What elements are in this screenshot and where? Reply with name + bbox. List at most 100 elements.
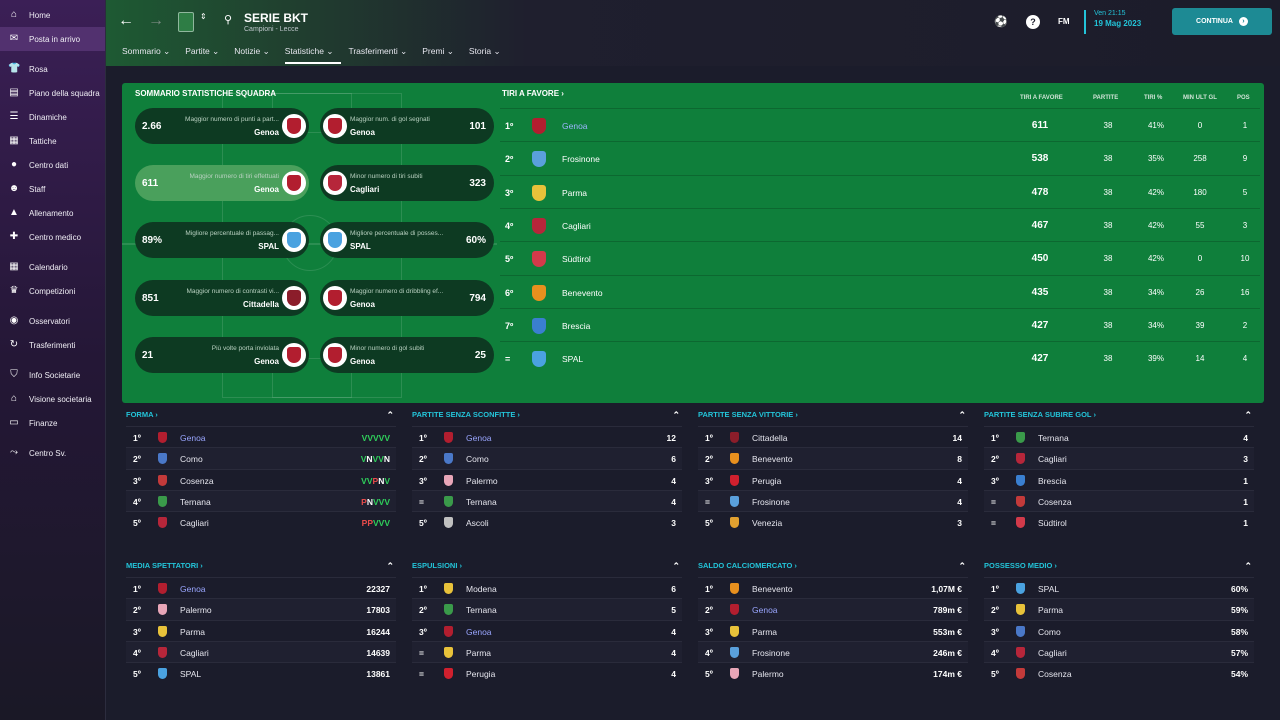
panel-row[interactable]: 3º Parma 16244	[126, 619, 396, 641]
panel-title[interactable]: PARTITE SENZA VITTORIE ›	[698, 410, 798, 419]
tiri-row[interactable]: = SPAL 427 38 39% 14 4	[500, 341, 1260, 374]
panel-row[interactable]: 2º Palermo 17803	[126, 598, 396, 620]
chevron-up-icon[interactable]: ⌃	[386, 410, 394, 420]
sidebar-item-centro-medico[interactable]: ✚ Centro medico	[0, 225, 105, 249]
panel-row[interactable]: 3º Parma 553m €	[698, 619, 968, 641]
panel-row[interactable]: 3º Palermo 4	[412, 468, 682, 490]
panel-row[interactable]: 5º Ascoli 3	[412, 511, 682, 532]
tiri-row[interactable]: 4º Cagliari 467 38 42% 55 3	[500, 207, 1260, 241]
panel-row[interactable]: 1º Modena 6	[412, 577, 682, 598]
panel-row[interactable]: 4º Cagliari 14639	[126, 640, 396, 663]
panel-row[interactable]: 1º Genoa 22327	[126, 577, 396, 598]
panel-header[interactable]: FORMA › ⌃	[126, 410, 396, 426]
summary-stat-pill[interactable]: 25 Minor numero di gol subiti Genoa	[320, 337, 494, 373]
panel-header[interactable]: PARTITE SENZA SCONFITTE › ⌃	[412, 410, 682, 426]
tiri-title[interactable]: TIRI A FAVORE ›	[502, 89, 564, 98]
sidebar-item-centro-sv-[interactable]: ⤳ Centro Sv.	[0, 441, 105, 465]
summary-stat-pill[interactable]: 794 Maggior numero di dribbling ef... Geno…	[320, 280, 494, 316]
panel-title[interactable]: FORMA ›	[126, 410, 158, 419]
panel-row[interactable]: 1º Cittadella 14	[698, 426, 968, 447]
panel-header[interactable]: POSSESSO MEDIO › ⌃	[984, 561, 1254, 577]
panel-row[interactable]: = Cosenza 1	[984, 489, 1254, 512]
panel-row[interactable]: 5º Venezia 3	[698, 511, 968, 532]
sidebar-item-calendario[interactable]: ▦ Calendario	[0, 255, 105, 279]
panel-row[interactable]: = Ternana 4	[412, 489, 682, 512]
panel-row[interactable]: 2º Ternana 5	[412, 598, 682, 620]
sidebar-item-posta-in-arrivo[interactable]: ✉ Posta in arrivo	[0, 27, 105, 51]
panel-row[interactable]: 5º Palermo 174m €	[698, 662, 968, 683]
sidebar-item-info-societarie[interactable]: ⛉ Info Societarie	[0, 363, 105, 387]
summary-stat-pill[interactable]: 60% Migliore percentuale di posses... SPAL	[320, 222, 494, 258]
team-name[interactable]: Genoa	[466, 433, 492, 443]
sidebar-item-competizioni[interactable]: ♛ Competizioni	[0, 279, 105, 303]
panel-row[interactable]: 2º Cagliari 3	[984, 447, 1254, 469]
team-name[interactable]: Genoa	[562, 121, 588, 131]
tiri-row[interactable]: 7º Brescia 427 38 34% 39 2	[500, 307, 1260, 341]
panel-row[interactable]: = Parma 4	[412, 640, 682, 663]
panel-row[interactable]: 5º SPAL 13861	[126, 662, 396, 683]
sidebar-item-centro-dati[interactable]: ● Centro dati	[0, 153, 105, 177]
tab-notizie[interactable]: Notizie ⌄	[234, 46, 277, 64]
tab-premi[interactable]: Premi ⌄	[422, 46, 462, 64]
panel-header[interactable]: SALDO CALCIOMERCATO › ⌃	[698, 561, 968, 577]
sidebar-item-staff[interactable]: ☻ Staff	[0, 177, 105, 201]
tab-statistiche[interactable]: Statistiche ⌄	[284, 46, 342, 64]
sidebar-item-piano-della-squadra[interactable]: ▤ Piano della squadra	[0, 81, 105, 105]
sidebar-item-rosa[interactable]: 👕 Rosa	[0, 57, 105, 81]
continue-button[interactable]: CONTINUA ›	[1172, 8, 1272, 35]
sidebar-item-osservatori[interactable]: ◉ Osservatori	[0, 309, 105, 333]
panel-row[interactable]: = Perugia 4	[412, 662, 682, 683]
panel-row[interactable]: 1º Ternana 4	[984, 426, 1254, 447]
panel-row[interactable]: 5º Cagliari PPVVV	[126, 511, 396, 532]
fm-button[interactable]: FM	[1058, 17, 1070, 26]
panel-row[interactable]: 3º Cosenza VVPNV	[126, 468, 396, 490]
tiri-row[interactable]: 6º Benevento 435 38 34% 26 16	[500, 274, 1260, 308]
panel-row[interactable]: 4º Ternana PNVVV	[126, 489, 396, 512]
sidebar-item-finanze[interactable]: ▭ Finanze	[0, 411, 105, 435]
panel-row[interactable]: 5º Cosenza 54%	[984, 662, 1254, 683]
tab-trasferimenti[interactable]: Trasferimenti ⌄	[348, 46, 415, 64]
tab-sommario[interactable]: Sommario ⌄	[122, 46, 178, 64]
sidebar-item-dinamiche[interactable]: ☰ Dinamiche	[0, 105, 105, 129]
team-name[interactable]: Genoa	[466, 626, 492, 637]
panel-row[interactable]: 1º Benevento 1,07M €	[698, 577, 968, 598]
panel-title[interactable]: MEDIA SPETTATORI ›	[126, 561, 203, 570]
sidebar-item-trasferimenti[interactable]: ↻ Trasferimenti	[0, 333, 105, 357]
chevron-up-icon[interactable]: ⌃	[1244, 561, 1252, 571]
summary-stat-pill[interactable]: 323 Minor numero di tiri subiti Cagliari	[320, 165, 494, 201]
panel-row[interactable]: 4º Cagliari 57%	[984, 640, 1254, 663]
panel-title[interactable]: PARTITE SENZA SCONFITTE ›	[412, 410, 520, 419]
panel-title[interactable]: ESPULSIONI ›	[412, 561, 463, 570]
summary-stat-pill[interactable]: 611 Maggior numero di tiri effettuati Geno…	[135, 165, 309, 201]
panel-row[interactable]: = Frosinone 4	[698, 489, 968, 512]
summary-stat-pill[interactable]: 89% Migliore percentuale di passag... SPAL	[135, 222, 309, 258]
search-icon[interactable]: ⚲	[224, 14, 233, 26]
sidebar-item-home[interactable]: ⌂ Home	[0, 3, 105, 27]
tiri-row[interactable]: 1º Genoa 611 38 41% 0 1	[500, 108, 1260, 141]
panel-header[interactable]: PARTITE SENZA SUBIRE GOL › ⌃	[984, 410, 1254, 426]
panel-row[interactable]: 2º Parma 59%	[984, 598, 1254, 620]
tab-storia[interactable]: Storia ⌄	[469, 46, 509, 64]
panel-row[interactable]: = Südtirol 1	[984, 511, 1254, 532]
tiri-row[interactable]: 3º Parma 478 38 42% 180 5	[500, 174, 1260, 208]
panel-title[interactable]: SALDO CALCIOMERCATO ›	[698, 561, 797, 570]
panel-row[interactable]: 3º Brescia 1	[984, 468, 1254, 490]
sidebar-item-allenamento[interactable]: ▲ Allenamento	[0, 201, 105, 225]
sidebar-item-visione-societaria[interactable]: ⌂ Visione societaria	[0, 387, 105, 411]
chevron-up-icon[interactable]: ⌃	[386, 561, 394, 571]
panel-row[interactable]: 1º Genoa VVVVV	[126, 426, 396, 447]
tiri-row[interactable]: 2º Frosinone 538 38 35% 258 9	[500, 141, 1260, 174]
chevron-up-icon[interactable]: ⌃	[672, 561, 680, 571]
panel-row[interactable]: 3º Genoa 4	[412, 619, 682, 641]
panel-row[interactable]: 3º Perugia 4	[698, 468, 968, 490]
team-name[interactable]: Genoa	[752, 605, 778, 616]
panel-title[interactable]: PARTITE SENZA SUBIRE GOL ›	[984, 410, 1096, 419]
chevron-up-icon[interactable]: ⌃	[672, 410, 680, 420]
sidebar-item-tattiche[interactable]: ▦ Tattiche	[0, 129, 105, 153]
tab-partite[interactable]: Partite ⌄	[185, 46, 227, 64]
team-name[interactable]: Genoa	[180, 433, 206, 443]
chevron-up-icon[interactable]: ⌃	[958, 410, 966, 420]
panel-title[interactable]: POSSESSO MEDIO ›	[984, 561, 1057, 570]
summary-stat-pill[interactable]: 101 Maggior num. di gol segnati Genoa	[320, 108, 494, 144]
panel-header[interactable]: MEDIA SPETTATORI › ⌃	[126, 561, 396, 577]
